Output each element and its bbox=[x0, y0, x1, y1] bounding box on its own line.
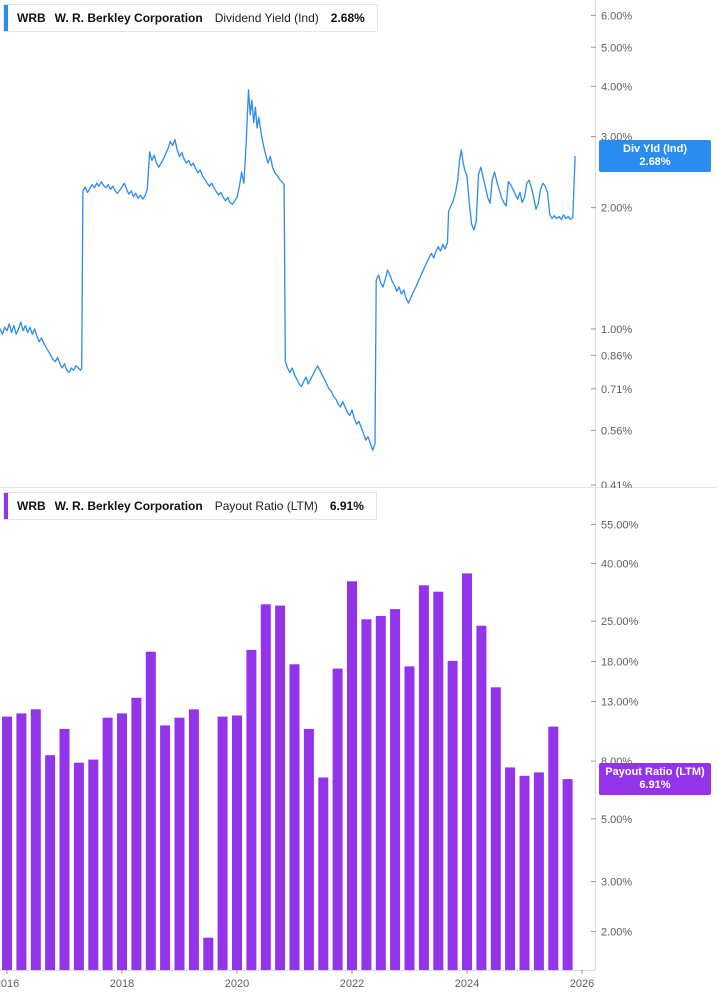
payout-ratio-bar[interactable] bbox=[562, 779, 573, 970]
y-axis-tick-label: 4.00% bbox=[601, 81, 632, 93]
badge-metric-value: 6.91% bbox=[639, 779, 671, 791]
metric-current-value: 2.68% bbox=[330, 11, 365, 25]
payout-ratio-bar[interactable] bbox=[318, 777, 329, 971]
x-axis-year-label: 2016 bbox=[0, 978, 19, 990]
y-axis-tick-label: 5.00% bbox=[601, 814, 632, 826]
y-axis-tick-label: 3.00% bbox=[601, 877, 632, 889]
y-axis-tick-label: 25.00% bbox=[601, 616, 639, 628]
payout-ratio-bar[interactable] bbox=[232, 715, 242, 971]
badge-metric-label: Payout Ratio (LTM) bbox=[605, 766, 705, 778]
y-axis-tick-label: 55.00% bbox=[601, 519, 639, 531]
y-axis-tick-label: 6.00% bbox=[601, 10, 632, 22]
x-axis-year-label: 2022 bbox=[340, 978, 364, 990]
payout-ratio-chart[interactable]: 55.00%40.00%25.00%18.00%13.00%8.00%5.00%… bbox=[0, 488, 717, 1005]
legend-dividend-yield[interactable]: WRB W. R. Berkley Corporation Dividend Y… bbox=[3, 4, 378, 32]
dividend-yield-line[interactable] bbox=[0, 89, 576, 451]
x-axis-year-label: 2020 bbox=[225, 978, 249, 990]
y-axis-tick-label: 0.71% bbox=[601, 384, 632, 396]
company-name: W. R. Berkley Corporation bbox=[54, 499, 203, 513]
payout-ratio-bar[interactable] bbox=[404, 666, 415, 970]
payout-ratio-bar[interactable] bbox=[476, 625, 487, 970]
payout-ratio-bar[interactable] bbox=[275, 605, 286, 970]
dividend-yield-panel: 6.00% 5.00% 4.00% 3.00% 2.00% 1.00% 0.86% 0.71%… bbox=[0, 0, 717, 488]
y-axis-tick-label: 2.00% bbox=[601, 926, 632, 938]
payout-ratio-bar[interactable] bbox=[548, 726, 559, 970]
dividend-yield-chart[interactable]: 6.00%5.00%4.00%3.00%2.00%1.00%0.86%0.71%… bbox=[0, 0, 717, 488]
badge-metric-label: Div Yld (Ind) bbox=[623, 143, 687, 155]
payout-ratio-bar[interactable] bbox=[375, 616, 386, 970]
payout-ratio-bar[interactable] bbox=[447, 660, 458, 970]
badge-metric-value: 2.68% bbox=[639, 156, 671, 168]
payout-ratio-bar[interactable] bbox=[418, 585, 429, 970]
x-axis-year-label: 2024 bbox=[455, 978, 479, 990]
payout-ratio-bar[interactable] bbox=[462, 573, 472, 970]
y-axis-tick-label: 13.00% bbox=[601, 697, 639, 709]
payout-ratio-bar[interactable] bbox=[361, 619, 372, 970]
payout-ratio-bar[interactable] bbox=[347, 581, 357, 970]
payout-ratio-bar[interactable] bbox=[30, 709, 41, 970]
payout-ratio-bar[interactable] bbox=[433, 591, 444, 970]
series-color-strip-blue bbox=[4, 5, 8, 31]
y-axis-tick-label: 0.86% bbox=[601, 350, 632, 362]
payout-ratio-bar[interactable] bbox=[2, 716, 12, 970]
payout-ratio-panel: 55.00%40.00%25.00%18.00%13.00%8.00%5.00%… bbox=[0, 488, 717, 1005]
payout-ratio-bar[interactable] bbox=[533, 772, 544, 970]
payout-ratio-bar[interactable] bbox=[88, 759, 99, 970]
payout-ratio-bar[interactable] bbox=[174, 717, 185, 970]
payout-ratio-bar[interactable] bbox=[289, 664, 300, 970]
payout-ratio-bar[interactable] bbox=[260, 604, 271, 970]
payout-ratio-bar[interactable] bbox=[131, 697, 142, 970]
payout-ratio-bar[interactable] bbox=[16, 713, 27, 970]
payout-ratio-bar[interactable] bbox=[73, 762, 84, 970]
payout-ratio-bar[interactable] bbox=[332, 668, 343, 970]
payout-ratio-bar[interactable] bbox=[390, 609, 401, 970]
payout-ratio-bar[interactable] bbox=[160, 725, 171, 970]
x-axis-year-label: 2026 bbox=[570, 978, 594, 990]
payout-ratio-bar[interactable] bbox=[203, 937, 214, 970]
payout-ratio-bar[interactable] bbox=[303, 728, 314, 970]
payout-ratio-bar[interactable] bbox=[505, 767, 516, 970]
metric-name: Payout Ratio (LTM) bbox=[214, 499, 318, 513]
series-color-strip-purple bbox=[4, 493, 8, 519]
payout-ratio-bar[interactable] bbox=[117, 713, 127, 970]
payout-ratio-bar[interactable] bbox=[145, 651, 156, 970]
y-axis-tick-label: 40.00% bbox=[601, 559, 639, 571]
payout-ratio-bar[interactable] bbox=[490, 687, 501, 970]
company-name: W. R. Berkley Corporation bbox=[54, 11, 203, 25]
y-axis-tick-label: 1.00% bbox=[601, 324, 632, 336]
ticker-label: WRB bbox=[17, 11, 46, 25]
current-value-badge-div-yld: Div Yld (Ind) 2.68% bbox=[599, 140, 711, 172]
y-axis-tick-label: 18.00% bbox=[601, 657, 639, 669]
ticker-label: WRB bbox=[17, 499, 46, 513]
y-axis-tick-label: 5.00% bbox=[601, 42, 632, 54]
y-axis-tick-label: 0.56% bbox=[601, 425, 632, 437]
y-axis-tick-label: 0.41% bbox=[601, 480, 632, 488]
legend-payout-ratio[interactable]: WRB W. R. Berkley Corporation Payout Rat… bbox=[3, 492, 377, 520]
payout-ratio-bar[interactable] bbox=[102, 717, 113, 970]
payout-ratio-bar[interactable] bbox=[188, 709, 199, 970]
payout-ratio-bar[interactable] bbox=[519, 775, 530, 970]
metric-current-value: 6.91% bbox=[329, 499, 364, 513]
x-axis-year-label: 2018 bbox=[110, 978, 134, 990]
metric-name: Dividend Yield (Ind) bbox=[214, 11, 319, 25]
payout-ratio-bar[interactable] bbox=[59, 728, 70, 970]
payout-ratio-bar[interactable] bbox=[246, 649, 257, 970]
payout-ratio-bar[interactable] bbox=[45, 755, 56, 970]
payout-ratio-bar[interactable] bbox=[217, 716, 228, 970]
current-value-badge-payout-ratio: Payout Ratio (LTM) 6.91% bbox=[599, 763, 711, 795]
y-axis-tick-label: 2.00% bbox=[601, 203, 632, 215]
